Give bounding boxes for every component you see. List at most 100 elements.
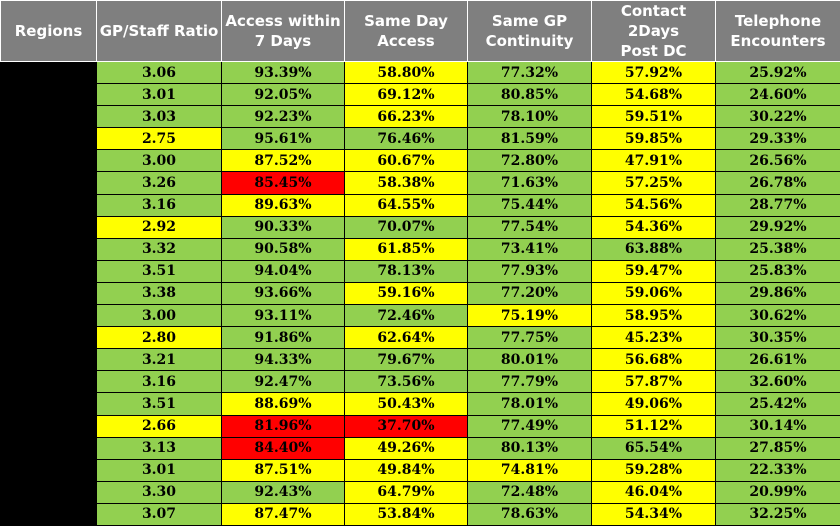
contact-2days-cell: 54.36% [591,215,716,239]
contact-2days-cell: 58.95% [591,304,716,328]
gp-staff-ratio-cell: 3.32 [96,237,222,261]
access-7-days-cell: 94.33% [221,348,345,372]
table-body: 3.06 93.39% 58.80% 77.32% 57.92% 25.92% 3.01 92… [0,60,840,526]
access-7-days-cell: 89.63% [221,193,345,217]
gp-staff-ratio-cell: 3.16 [96,370,222,394]
access-7-days-cell: 92.47% [221,370,345,394]
region-cell [0,171,97,195]
telephone-encounters-cell: 30.14% [715,414,840,438]
same-gp-continuity-cell: 77.49% [467,414,592,438]
same-day-access-cell: 76.46% [344,127,468,151]
telephone-encounters-cell: 30.22% [715,105,840,129]
telephone-encounters-cell: 32.25% [715,502,840,526]
region-cell [0,348,97,372]
region-cell [0,127,97,151]
same-gp-continuity-cell: 72.48% [467,480,592,504]
access-7-days-cell: 95.61% [221,127,345,151]
gp-staff-ratio-cell: 3.00 [96,304,222,328]
region-cell [0,436,97,460]
telephone-encounters-cell: 26.61% [715,348,840,372]
access-7-days-cell: 85.45% [221,171,345,195]
telephone-encounters-cell: 24.60% [715,83,840,107]
region-cell [0,60,97,85]
contact-2days-cell: 54.34% [591,502,716,526]
gp-staff-ratio-cell: 3.03 [96,105,222,129]
same-day-access-cell: 78.13% [344,259,468,283]
contact-2days-cell: 65.54% [591,436,716,460]
region-cell [0,304,97,328]
contact-2days-cell: 45.23% [591,326,716,350]
telephone-encounters-cell: 20.99% [715,480,840,504]
gp-staff-ratio-cell: 3.38 [96,281,222,306]
table-row: 3.38 93.66% 59.16% 77.20% 59.06% 29.86% [0,281,840,306]
gp-staff-ratio-cell: 3.01 [96,458,222,482]
gp-staff-ratio-cell: 3.26 [96,171,222,195]
gp-staff-ratio-cell: 3.51 [96,259,222,283]
same-day-access-cell: 49.84% [344,458,468,482]
table-row: 2.75 95.61% 76.46% 81.59% 59.85% 29.33% [0,127,840,151]
gp-staff-ratio-cell: 3.51 [96,392,222,416]
same-gp-continuity-cell: 73.41% [467,237,592,261]
table-row: 3.06 93.39% 58.80% 77.32% 57.92% 25.92% [0,60,840,85]
telephone-encounters-cell: 26.56% [715,149,840,173]
contact-2days-cell: 57.87% [591,370,716,394]
same-gp-continuity-cell: 77.20% [467,281,592,306]
region-cell [0,392,97,416]
access-7-days-cell: 90.58% [221,237,345,261]
same-day-access-cell: 79.67% [344,348,468,372]
telephone-encounters-cell: 26.78% [715,171,840,195]
same-gp-continuity-cell: 74.81% [467,458,592,482]
same-day-access-cell: 62.64% [344,326,468,350]
same-day-access-cell: 37.70% [344,414,468,438]
region-cell [0,502,97,526]
gp-staff-ratio-cell: 2.66 [96,414,222,438]
same-day-access-cell: 70.07% [344,215,468,239]
access-7-days-cell: 92.23% [221,105,345,129]
telephone-encounters-cell: 22.33% [715,458,840,482]
access-7-days-cell: 92.43% [221,480,345,504]
telephone-encounters-cell: 30.35% [715,326,840,350]
telephone-encounters-cell: 29.92% [715,215,840,239]
gp-staff-ratio-cell: 3.16 [96,193,222,217]
header-row: Regions GP/Staff Ratio Access within 7 D… [0,0,840,62]
same-day-access-cell: 69.12% [344,83,468,107]
same-day-access-cell: 58.80% [344,60,468,85]
contact-2days-cell: 63.88% [591,237,716,261]
same-day-access-cell: 50.43% [344,392,468,416]
table-row: 3.00 93.11% 72.46% 75.19% 58.95% 30.62% [0,304,840,328]
telephone-encounters-cell: 25.38% [715,237,840,261]
contact-2days-cell: 49.06% [591,392,716,416]
telephone-encounters-cell: 30.62% [715,304,840,328]
same-gp-continuity-cell: 77.32% [467,60,592,85]
gp-staff-ratio-cell: 3.13 [96,436,222,460]
same-gp-continuity-cell: 78.01% [467,392,592,416]
same-gp-continuity-cell: 80.01% [467,348,592,372]
telephone-encounters-cell: 29.33% [715,127,840,151]
table-row: 3.51 88.69% 50.43% 78.01% 49.06% 25.42% [0,392,840,416]
same-day-access-cell: 73.56% [344,370,468,394]
region-cell [0,149,97,173]
telephone-encounters-cell: 25.92% [715,60,840,85]
header-telephone-encounters: Telephone Encounters [715,0,840,62]
access-7-days-cell: 92.05% [221,83,345,107]
gp-staff-ratio-cell: 3.21 [96,348,222,372]
access-7-days-cell: 87.47% [221,502,345,526]
gp-staff-ratio-cell: 2.80 [96,326,222,350]
access-7-days-cell: 90.33% [221,215,345,239]
same-gp-continuity-cell: 80.85% [467,83,592,107]
telephone-encounters-cell: 25.42% [715,392,840,416]
table-row: 3.01 87.51% 49.84% 74.81% 59.28% 22.33% [0,458,840,482]
table-row: 3.01 92.05% 69.12% 80.85% 54.68% 24.60% [0,83,840,107]
table-row: 2.80 91.86% 62.64% 77.75% 45.23% 30.35% [0,326,840,350]
table-row: 3.03 92.23% 66.23% 78.10% 59.51% 30.22% [0,105,840,129]
same-day-access-cell: 58.38% [344,171,468,195]
region-cell [0,83,97,107]
access-7-days-cell: 93.66% [221,281,345,306]
gp-staff-ratio-cell: 3.06 [96,60,222,85]
telephone-encounters-cell: 28.77% [715,193,840,217]
region-cell [0,105,97,129]
contact-2days-cell: 59.06% [591,281,716,306]
table-row: 3.26 85.45% 58.38% 71.63% 57.25% 26.78% [0,171,840,195]
access-7-days-cell: 94.04% [221,259,345,283]
